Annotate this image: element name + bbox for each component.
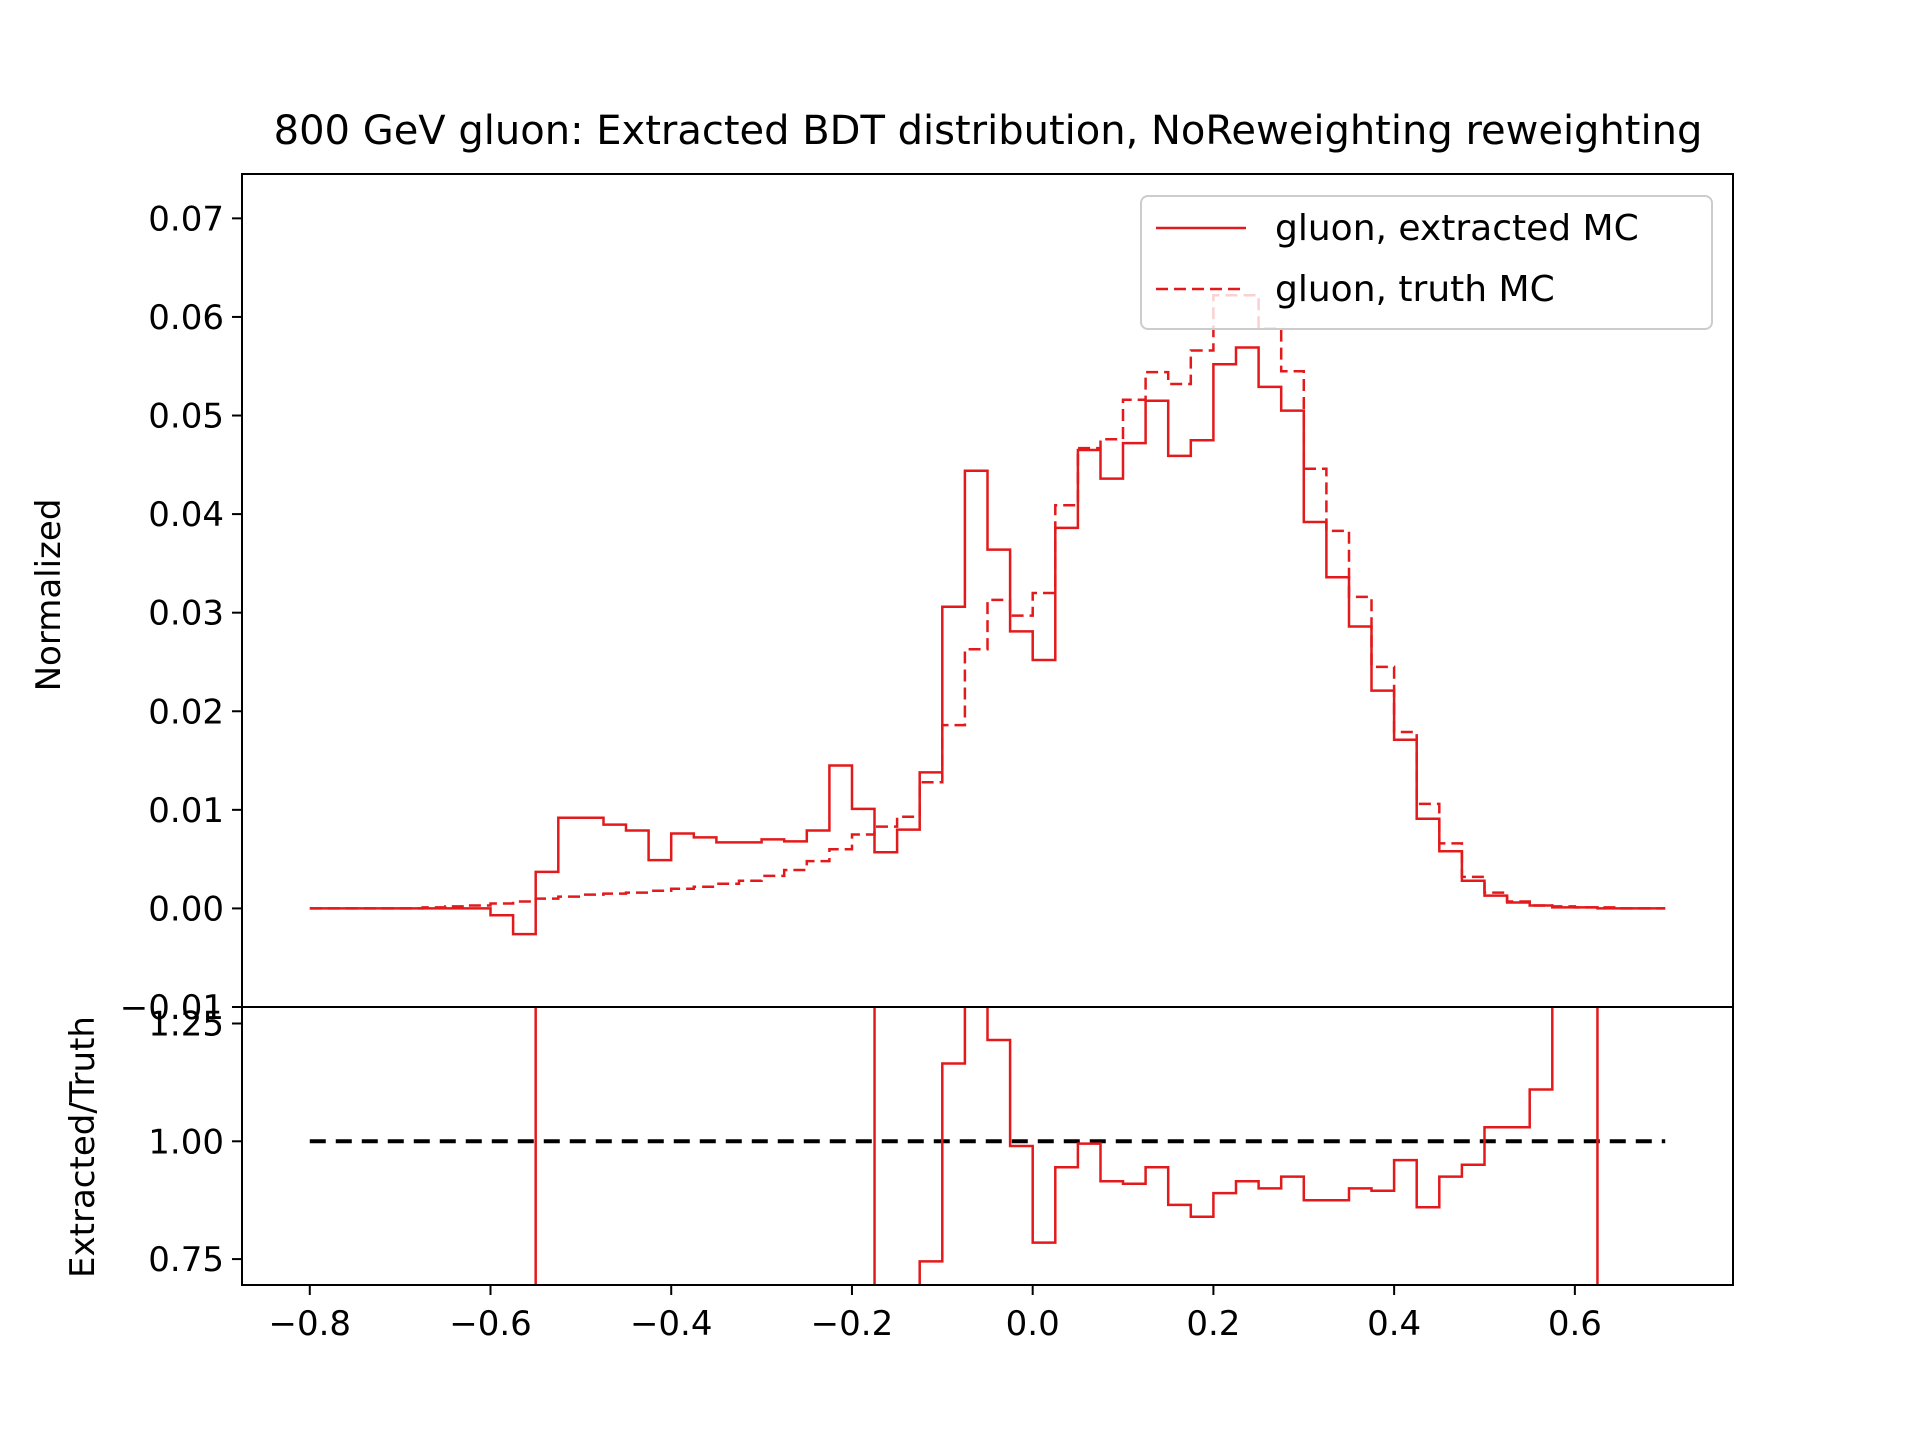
legend-box: [1140, 195, 1713, 330]
main-series-group: [309, 294, 1666, 936]
ratio-y-axis-label: Extracted/Truth: [63, 1016, 103, 1278]
main-y-tick-label: −0.01: [120, 988, 224, 1028]
legend-label-truth: gluon, truth MC: [1275, 269, 1555, 310]
main-y-axis-label: Normalized: [29, 499, 69, 692]
ratio-axes-frame: [241, 1006, 1734, 1286]
ratio-panel: 0.751.001.25 Extracted/Truth −0.8 −0.6 −0.…: [63, 1004, 1734, 1344]
x-tick-label: −0.4: [630, 1304, 713, 1344]
main-y-tick-label: 0.05: [148, 397, 224, 437]
x-tick-label: 0.0: [1006, 1304, 1060, 1344]
ratio-y-tick-label: 1.00: [148, 1122, 224, 1162]
x-tick-label: 0.2: [1186, 1304, 1240, 1344]
main-y-tick-label: 0.01: [148, 791, 224, 831]
legend-label-extracted: gluon, extracted MC: [1275, 208, 1639, 249]
ratio-y-tick-label: 1.25: [148, 1004, 224, 1044]
legend: gluon, extracted MC gluon, truth MC: [1140, 195, 1713, 330]
series-truth-mc: [309, 294, 1666, 910]
main-y-tick-label: 0.06: [148, 298, 224, 338]
x-tick-label: 0.6: [1548, 1304, 1602, 1344]
main-y-tick-label: 0.00: [148, 889, 224, 929]
x-tick-label: −0.2: [811, 1304, 894, 1344]
main-y-tick-label: 0.07: [148, 199, 224, 239]
x-tick-label: −0.6: [449, 1304, 532, 1344]
ratio-series-group: [309, 1007, 1666, 1285]
series-ratio: [918, 1007, 1554, 1285]
main-y-tick-label: 0.02: [148, 692, 224, 732]
ratio-y-ticks: 0.75 1.00 1.25: [148, 1004, 242, 1280]
series-extracted-mc: [309, 346, 1666, 936]
main-y-tick-label: 0.03: [148, 594, 224, 634]
main-y-tick-label: 0.04: [148, 495, 224, 535]
main-y-ticks: −0.01 0.00 0.01 0.02 0.03 0.04 0.05 0.06 0.07: [120, 199, 242, 1028]
x-ticks: −0.8 −0.6 −0.4 −0.2 0.0 0.2 0.4 0.6: [268, 1285, 1602, 1344]
chart-title: 800 GeV gluon: Extracted BDT distributio…: [274, 108, 1703, 154]
x-tick-label: 0.4: [1367, 1304, 1421, 1344]
x-tick-label: −0.8: [268, 1304, 351, 1344]
ratio-y-tick-label: 0.75: [148, 1240, 224, 1280]
